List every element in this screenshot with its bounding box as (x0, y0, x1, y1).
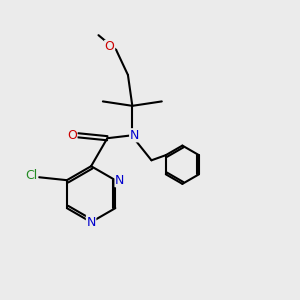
Text: O: O (105, 40, 115, 53)
Text: N: N (86, 216, 96, 229)
Text: N: N (130, 129, 139, 142)
Text: N: N (115, 174, 124, 187)
Text: Cl: Cl (26, 169, 38, 182)
Text: O: O (67, 129, 77, 142)
